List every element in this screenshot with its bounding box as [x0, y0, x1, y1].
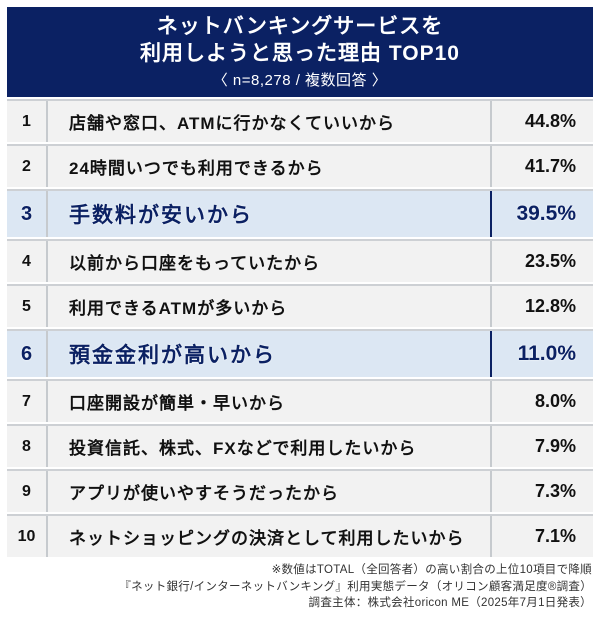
reason-cell: アプリが使いやすそうだったから: [69, 484, 339, 503]
rank-cell: 2: [7, 146, 48, 187]
rank-cell: 8: [7, 426, 48, 467]
rank-cell: 6: [7, 331, 48, 377]
rank-cell: 3: [7, 191, 48, 237]
reason-cell: 投資信託、株式、FXなどで利用したいから: [69, 439, 417, 458]
table-row: 6 預金金利が高いから 11.0%: [7, 329, 593, 377]
rank-cell: 4: [7, 241, 48, 282]
percent-cell: 44.8%: [490, 101, 593, 142]
footnotes: ※数値はTOTAL（全回答者）の高い割合の上位10項目で降順 『ネット銀行/イン…: [7, 562, 593, 612]
reason-cell: 口座開設が簡単・早いから: [69, 394, 285, 413]
percent-cell: 11.0%: [490, 331, 593, 377]
table-row: 7 口座開設が簡単・早いから 8.0%: [7, 379, 593, 422]
rank-cell: 10: [7, 516, 48, 557]
infographic-page: ネットバンキングサービスを 利用しようと思った理由 TOP10 〈 n=8,27…: [7, 7, 593, 612]
reason-cell: 24時間いつでも利用できるから: [69, 159, 324, 178]
footnote-sort-order: ※数値はTOTAL（全回答者）の高い割合の上位10項目で降順: [271, 564, 592, 576]
table-row: 1 店舗や窓口、ATMに行かなくていいから 44.8%: [7, 99, 593, 142]
percent-cell: 7.1%: [490, 516, 593, 557]
reason-cell: 手数料が安いから: [69, 204, 253, 227]
title-banner: ネットバンキングサービスを 利用しようと思った理由 TOP10 〈 n=8,27…: [7, 7, 593, 97]
reason-cell: 店舗や窓口、ATMに行かなくていいから: [69, 114, 396, 133]
rank-cell: 1: [7, 101, 48, 142]
reason-cell: 預金金利が高いから: [69, 344, 276, 367]
percent-cell: 7.3%: [490, 471, 593, 512]
percent-cell: 12.8%: [490, 286, 593, 327]
footnote-data-source: 『ネット銀行/インターネットバンキング』利用実態データ（オリコン顧客満足度®調査…: [119, 580, 592, 593]
sample-size-note: 〈 n=8,278 / 複数回答 〉: [212, 72, 388, 90]
table-row: 4 以前から口座をもっていたから 23.5%: [7, 239, 593, 282]
percent-cell: 8.0%: [490, 381, 593, 422]
percent-cell: 7.9%: [490, 426, 593, 467]
footnote-survey-publisher: 調査主体：株式会社oricon ME（2025年7月1日発表）: [308, 597, 592, 610]
percent-cell: 23.5%: [490, 241, 593, 282]
table-row: 2 24時間いつでも利用できるから 41.7%: [7, 144, 593, 187]
ranking-rows: 1 店舗や窓口、ATMに行かなくていいから 44.8% 2 24時間いつでも利用できるか…: [7, 99, 593, 557]
rank-cell: 9: [7, 471, 48, 512]
table-row: 10 ネットショッピングの決済として利用したいから 7.1%: [7, 514, 593, 557]
percent-cell: 41.7%: [490, 146, 593, 187]
rank-cell: 7: [7, 381, 48, 422]
table-row: 5 利用できるATMが多いから 12.8%: [7, 284, 593, 327]
reason-cell: 以前から口座をもっていたから: [69, 254, 321, 273]
page-title-line2: 利用しようと思った理由 TOP10: [140, 41, 460, 65]
reason-cell: ネットショッピングの決済として利用したいから: [69, 529, 465, 548]
table-row: 8 投資信託、株式、FXなどで利用したいから 7.9%: [7, 424, 593, 467]
table-row: 3 手数料が安いから 39.5%: [7, 189, 593, 237]
rank-cell: 5: [7, 286, 48, 327]
page-title-line1: ネットバンキングサービスを: [156, 14, 444, 38]
percent-cell: 39.5%: [490, 191, 593, 237]
reason-cell: 利用できるATMが多いから: [69, 299, 288, 318]
table-row: 9 アプリが使いやすそうだったから 7.3%: [7, 469, 593, 512]
